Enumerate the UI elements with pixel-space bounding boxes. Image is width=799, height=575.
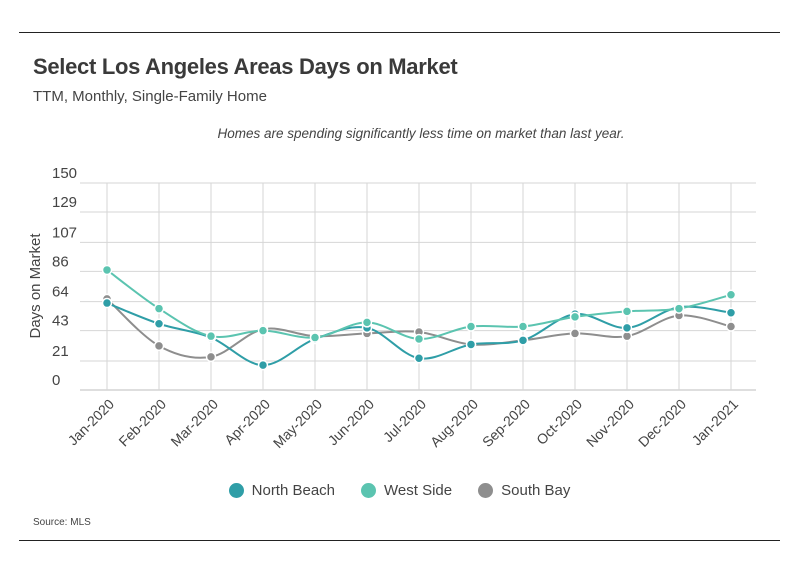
legend-item-north-beach[interactable]: North Beach: [228, 482, 336, 499]
chart-annotation: Homes are spending significantly less ti…: [217, 126, 625, 141]
x-tick-label: Jan-2020: [65, 396, 118, 449]
data-point-west-side: [361, 317, 373, 328]
top-rule: [19, 32, 780, 33]
data-point-west-side: [569, 311, 581, 323]
data-point-north-beach: [413, 353, 425, 364]
chart-subtitle: TTM, Monthly, Single-Family Home: [33, 88, 267, 105]
x-tick-label: Sep-2020: [479, 396, 533, 450]
data-point-west-side: [309, 332, 321, 343]
x-tick-label: Aug-2020: [427, 396, 481, 450]
legend-label-west-side: West Side: [384, 482, 453, 499]
data-point-north-beach: [257, 359, 269, 371]
data-point-south-bay: [153, 340, 165, 352]
data-point-west-side: [465, 321, 477, 332]
legend-item-west-side[interactable]: West Side: [361, 482, 452, 499]
x-tick-label: Dec-2020: [635, 396, 689, 450]
data-point-south-bay: [569, 328, 581, 339]
data-point-south-bay: [205, 351, 217, 363]
x-tick-label: Nov-2020: [583, 396, 637, 450]
source-note: Source: MLS: [33, 517, 91, 528]
y-tick-label: 129: [52, 194, 77, 211]
y-tick-label: 86: [52, 253, 69, 270]
x-tick-label: Mar-2020: [167, 396, 221, 450]
data-point-west-side: [517, 321, 529, 332]
data-point-west-side: [101, 264, 113, 276]
data-point-west-side: [153, 303, 165, 314]
data-point-north-beach: [465, 339, 477, 350]
x-tick-label: Oct-2020: [533, 396, 585, 448]
y-axis-label: Days on Market: [27, 233, 44, 339]
data-point-north-beach: [725, 307, 737, 318]
data-point-north-beach: [153, 318, 165, 330]
y-tick-label: 21: [52, 343, 69, 360]
x-tick-label: Jun-2020: [325, 396, 378, 449]
y-tick-label: 43: [52, 313, 69, 330]
chart-legend: North Beach West Side South Bay: [0, 482, 799, 499]
legend-label-north-beach: North Beach: [251, 482, 336, 499]
legend-marker-south-bay: [478, 483, 494, 498]
data-point-north-beach: [517, 335, 529, 346]
data-point-north-beach: [101, 297, 113, 309]
chart-title: Select Los Angeles Areas Days on Market: [33, 54, 458, 79]
x-tick-label: May-2020: [270, 396, 325, 451]
y-tick-label: 64: [52, 284, 69, 301]
y-tick-label: 107: [52, 224, 77, 241]
legend-marker-west-side: [361, 483, 377, 498]
x-tick-label: Apr-2020: [221, 396, 273, 448]
y-tick-label: 150: [52, 165, 77, 182]
x-tick-label: Feb-2020: [115, 396, 169, 450]
data-point-west-side: [257, 325, 269, 336]
bottom-rule: [19, 540, 780, 541]
x-tick-label: Jul-2020: [380, 396, 429, 445]
data-point-west-side: [413, 333, 425, 345]
x-tick-label: Jan-2021: [689, 396, 742, 449]
data-point-west-side: [621, 306, 633, 317]
legend-marker-north-beach: [228, 483, 244, 498]
legend-item-south-bay[interactable]: South Bay: [478, 482, 570, 499]
data-point-west-side: [673, 303, 685, 314]
data-point-north-beach: [621, 322, 633, 334]
data-point-west-side: [205, 330, 217, 342]
y-tick-label: 0: [52, 372, 60, 389]
data-point-south-bay: [725, 321, 737, 332]
legend-label-south-bay: South Bay: [501, 482, 571, 499]
data-point-west-side: [725, 289, 737, 301]
